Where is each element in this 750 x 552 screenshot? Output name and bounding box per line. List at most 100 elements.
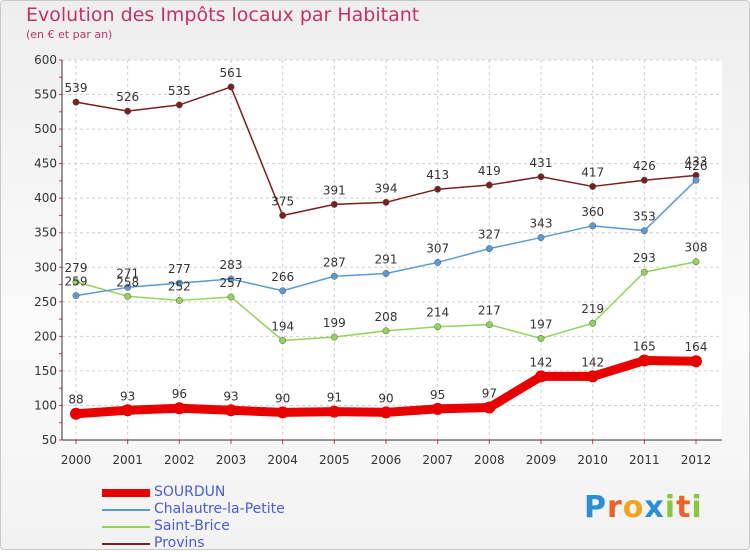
data-point: [380, 406, 392, 419]
data-label: 535: [168, 84, 191, 98]
legend-label: SOURDUN: [154, 484, 226, 500]
data-point: [173, 402, 186, 415]
legend-swatch: [102, 542, 150, 545]
x-tick-label: 2006: [371, 453, 402, 467]
data-point: [124, 292, 132, 300]
x-tick-label: 2005: [319, 453, 350, 467]
y-tick-label: 50: [42, 433, 57, 447]
y-tick-label: 250: [34, 295, 57, 309]
data-point: [692, 258, 700, 266]
data-point: [328, 405, 341, 418]
data-point: [434, 258, 442, 266]
y-tick-label: 500: [34, 122, 57, 136]
x-tick-label: 2008: [474, 453, 505, 467]
data-label: 327: [478, 228, 501, 242]
data-point: [279, 212, 287, 219]
data-point: [537, 234, 545, 242]
chart-subtitle: (en € et par an): [26, 28, 113, 41]
data-label: 291: [375, 252, 398, 266]
data-label: 96: [172, 387, 187, 401]
x-tick-label: 2012: [681, 453, 712, 467]
data-label: 539: [65, 81, 88, 95]
y-tick-label: 550: [34, 88, 57, 102]
data-label: 307: [426, 241, 449, 255]
data-point: [589, 222, 597, 230]
data-point: [121, 404, 134, 417]
data-label: 413: [426, 168, 449, 182]
data-point: [330, 333, 338, 341]
data-label: 88: [68, 393, 83, 407]
data-label: 426: [685, 159, 708, 173]
data-label: 279: [65, 261, 88, 275]
data-label: 391: [323, 183, 346, 197]
data-label: 271: [116, 266, 139, 280]
x-tick-label: 2003: [216, 453, 247, 467]
x-tick-label: 2001: [112, 453, 143, 467]
data-label: 257: [220, 276, 243, 290]
data-point: [586, 370, 599, 383]
data-label: 266: [271, 270, 294, 284]
data-label: 431: [530, 156, 553, 170]
data-point: [640, 268, 648, 276]
data-label: 164: [685, 340, 708, 354]
data-point: [70, 407, 82, 420]
data-point: [431, 402, 444, 415]
data-point: [382, 270, 390, 277]
data-label: 417: [581, 165, 604, 179]
data-point: [535, 370, 547, 383]
data-label: 91: [327, 391, 342, 405]
data-point: [72, 292, 80, 300]
data-label: 283: [220, 258, 243, 272]
legend-swatch: [102, 525, 150, 528]
data-label: 93: [223, 389, 238, 403]
logo-letter: t: [676, 490, 692, 525]
data-point: [72, 278, 80, 286]
logo-letter: x: [644, 490, 665, 525]
data-label: 217: [478, 304, 501, 318]
data-point: [640, 227, 648, 235]
data-label: 90: [378, 391, 393, 405]
data-point: [483, 401, 496, 414]
data-point: [485, 245, 493, 253]
logo-letter: o: [622, 490, 645, 525]
data-label: 259: [65, 275, 88, 289]
data-label: 194: [271, 320, 294, 334]
logo-letter: P: [584, 490, 607, 525]
data-point: [690, 355, 702, 368]
data-point: [175, 279, 183, 287]
data-label: 360: [581, 205, 604, 219]
logo-letter: i: [691, 490, 703, 525]
legend-label: Saint-Brice: [154, 518, 230, 534]
logo-letter: r: [607, 490, 623, 525]
data-label: 165: [633, 340, 656, 354]
data-label: 219: [581, 302, 604, 316]
data-point: [279, 287, 287, 295]
data-point: [227, 275, 235, 283]
data-point: [537, 173, 545, 181]
data-point: [175, 296, 183, 304]
data-label: 142: [530, 355, 553, 369]
y-tick-label: 150: [34, 364, 57, 378]
data-point: [640, 176, 648, 184]
data-label: 526: [116, 90, 139, 104]
legend-swatch: [102, 508, 150, 511]
y-tick-label: 350: [34, 226, 57, 240]
legend-label: Chalautre-la-Petite: [154, 501, 285, 517]
data-label: 95: [430, 388, 445, 402]
data-label: 353: [633, 210, 656, 224]
data-point: [124, 283, 132, 291]
data-label: 252: [168, 279, 191, 293]
y-tick-label: 300: [34, 260, 57, 274]
data-label: 433: [685, 154, 708, 168]
data-point: [225, 404, 237, 417]
data-point: [434, 323, 442, 331]
data-point: [692, 176, 700, 184]
logo-letter: i: [664, 490, 677, 525]
data-label: 419: [478, 164, 501, 178]
data-point: [638, 354, 651, 367]
data-label: 258: [116, 275, 139, 289]
x-tick-label: 2009: [526, 453, 557, 467]
x-tick-label: 2011: [629, 453, 660, 467]
data-label: 293: [633, 251, 656, 265]
